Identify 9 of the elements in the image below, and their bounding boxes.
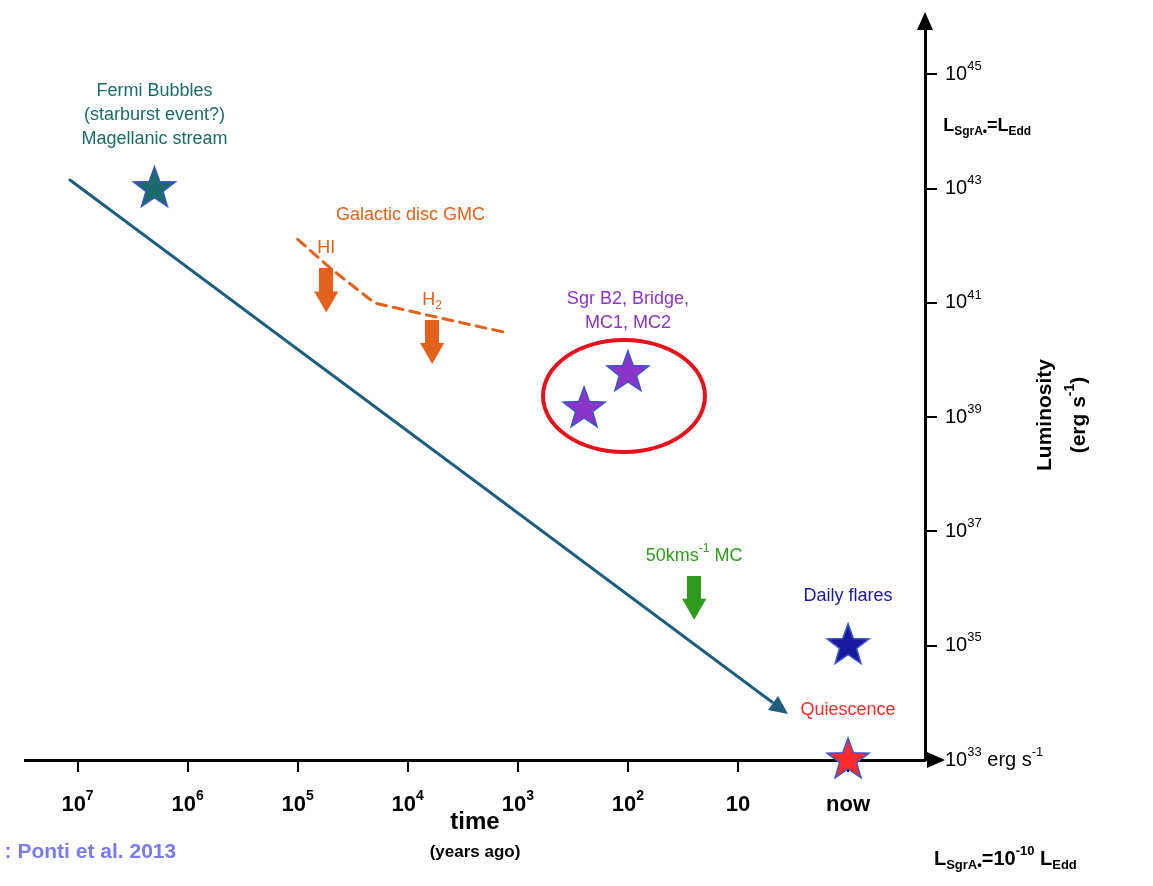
text: : Ponti et al. 2013 [4, 839, 177, 863]
x-tick-label: now [826, 791, 871, 817]
x-tick-label: 10 [725, 791, 751, 817]
annotation: Sgr B2, Bridge, MC1, MC2 [566, 287, 689, 332]
annotation: Quiescence [800, 698, 896, 719]
annotation: HI [317, 237, 336, 258]
annotation: Galactic disc GMC [335, 204, 485, 225]
annotation: Fermi Bubbles (starburst event?) Magellanic stream [81, 79, 228, 148]
annotation: Daily flares [803, 584, 893, 605]
